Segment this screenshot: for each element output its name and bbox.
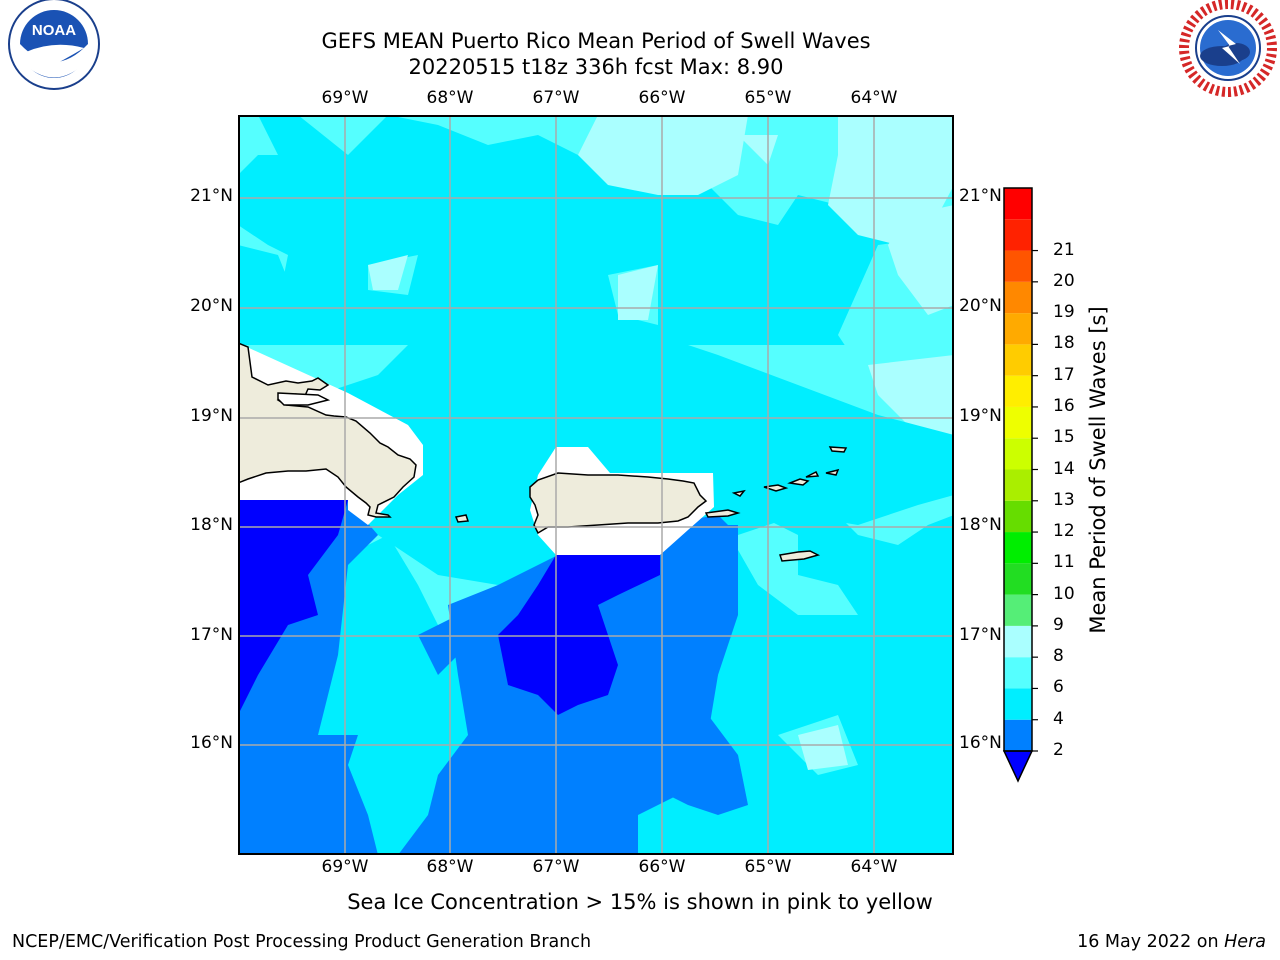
footer-host: Hera (1224, 932, 1266, 952)
colorbar-segment (1004, 657, 1032, 689)
colorbar-tick-label: 18 (1053, 333, 1075, 354)
colorbar-segment (1004, 563, 1032, 595)
lon-label-bottom: 66°W (638, 857, 686, 877)
colorbar-segment (1004, 344, 1032, 376)
swell-2-4-region (238, 500, 660, 715)
lon-label-top: 65°W (744, 88, 792, 108)
colorbar-tick-label: 2 (1053, 740, 1064, 760)
noaa-logo: NOAA (8, 0, 100, 90)
nws-logo (1179, 0, 1277, 97)
vieques (704, 509, 741, 518)
virgin-islands-st-john (787, 478, 810, 486)
lon-label-top: 67°W (532, 88, 580, 108)
virgin-islands-anegada (828, 446, 848, 453)
lat-label-right: 18°N (959, 515, 1002, 535)
lon-label-bottom: 69°W (321, 857, 369, 877)
colorbar-segment (1004, 188, 1032, 220)
colorbar-tick-label: 6 (1053, 677, 1064, 698)
colorbar-tick-label: 8 (1053, 646, 1064, 667)
lon-label-bottom: 68°W (426, 857, 474, 877)
colorbar-tick-label: 10 (1053, 583, 1075, 604)
footer-date-text: 16 May 2022 on (1077, 932, 1225, 952)
colorbar-segment (1004, 438, 1032, 470)
lat-label-left: 19°N (190, 406, 233, 426)
grid-lines (238, 115, 954, 855)
colorbar-tick-label: 15 (1053, 427, 1075, 448)
lat-label-right: 16°N (959, 733, 1002, 753)
lon-label-top: 66°W (638, 88, 686, 108)
colorbar-tick-label: 14 (1053, 458, 1075, 479)
map-frame (238, 115, 954, 855)
colorbar-segment (1004, 313, 1032, 345)
colorbar-segment (1004, 532, 1032, 564)
colorbar-tick-label: 9 (1053, 614, 1064, 635)
colorbar-tick-label: 17 (1053, 364, 1075, 385)
lat-label-left: 16°N (190, 733, 233, 753)
virgin-islands-tortola (805, 470, 820, 478)
lon-label-top: 68°W (426, 88, 474, 108)
sea-ice-note: Sea Ice Concentration > 15% is shown in … (347, 890, 933, 914)
noaa-logo-text: NOAA (32, 22, 76, 39)
colorbar-segment (1004, 375, 1032, 407)
hispaniola-bay (277, 392, 331, 406)
colorbar-extend-arrow (1002, 750, 1034, 783)
colorbar-segment (1004, 719, 1032, 751)
footer-branch: NCEP/EMC/Verification Post Processing Pr… (12, 932, 592, 952)
footer-date: 16 May 2022 on Hera (1077, 932, 1266, 952)
lat-label-right: 21°N (959, 186, 1002, 206)
colorbar-title: Mean Period of Swell Waves [s] (1086, 306, 1110, 634)
map-title: GEFS MEAN Puerto Rico Mean Period of Swe… (321, 29, 871, 53)
lat-label-left: 17°N (190, 625, 233, 645)
colorbar-segment (1004, 406, 1032, 439)
virgin-islands-virgin-gorda (825, 468, 840, 476)
lat-label-left: 21°N (190, 186, 233, 206)
lat-label-right: 20°N (959, 296, 1002, 316)
colorbar (1002, 187, 1038, 783)
colorbar-segment (1004, 500, 1032, 533)
colorbar-segment (1004, 594, 1032, 626)
colorbar-segment (1004, 281, 1032, 314)
lon-label-top: 69°W (321, 88, 369, 108)
map-subtitle: 20220515 t18z 336h fcst Max: 8.90 (408, 55, 784, 79)
lat-label-left: 18°N (190, 515, 233, 535)
colorbar-tick-label: 21 (1053, 239, 1075, 260)
colorbar-segment (1004, 625, 1032, 658)
colorbar-tick-label: 11 (1053, 552, 1075, 573)
lat-label-right: 17°N (959, 625, 1002, 645)
colorbar-tick-label: 4 (1053, 708, 1064, 729)
virgin-islands-st-thomas (763, 484, 789, 492)
mona-island (454, 514, 470, 523)
lon-label-bottom: 65°W (744, 857, 792, 877)
colorbar-tick-label: 16 (1053, 395, 1075, 416)
lat-label-left: 20°N (190, 296, 233, 316)
colorbar-segment (1004, 250, 1032, 282)
colorbar-segment (1004, 469, 1032, 501)
lon-label-top: 64°W (850, 88, 898, 108)
st-croix (779, 550, 821, 562)
colorbar-tick-label: 13 (1053, 489, 1075, 510)
colorbar-segment (1004, 219, 1032, 251)
colorbar-segment (1004, 688, 1032, 720)
colorbar-tick-label: 12 (1053, 521, 1075, 542)
colorbar-tick-label: 19 (1053, 302, 1075, 323)
map-plot (238, 115, 954, 855)
swell-9-regions (368, 115, 954, 770)
colorbar-tick-label: 20 (1053, 270, 1075, 291)
lat-label-right: 19°N (959, 406, 1002, 426)
culebra (731, 489, 746, 497)
lon-label-bottom: 64°W (850, 857, 898, 877)
lon-label-bottom: 67°W (532, 857, 580, 877)
